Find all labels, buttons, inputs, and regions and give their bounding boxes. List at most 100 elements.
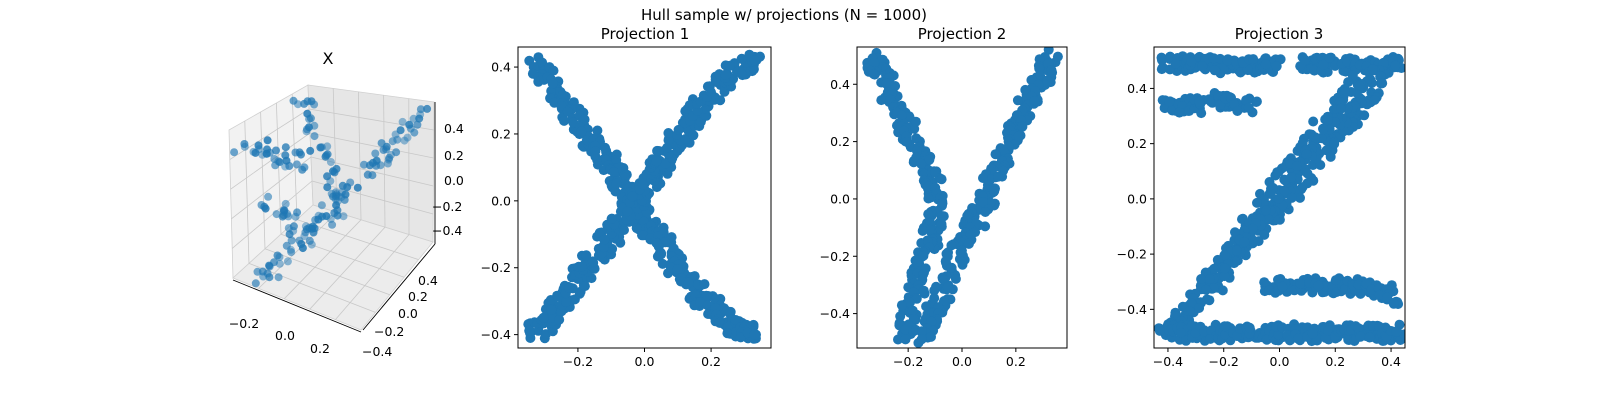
- scatter-point: [308, 222, 317, 231]
- scatter-point: [251, 148, 260, 157]
- y-tick-label: 0.0: [830, 191, 850, 206]
- z-tick-label: 0.0: [444, 173, 464, 188]
- scatter-point: [340, 195, 349, 204]
- scatter-point: [901, 136, 912, 147]
- scatter-point: [1301, 149, 1312, 159]
- grid-line: [230, 132, 311, 190]
- scatter-point: [1186, 320, 1197, 331]
- scatter-point: [259, 272, 268, 281]
- scatter-point: [538, 312, 549, 323]
- scatter-point: [1232, 106, 1243, 116]
- scatter-point: [1194, 96, 1205, 107]
- scatter-point: [1201, 284, 1212, 295]
- scatter-point: [748, 64, 759, 75]
- scatter-point: [396, 126, 405, 135]
- scatter-point: [1219, 263, 1230, 274]
- scatter-point: [918, 250, 929, 261]
- scatter-point: [1174, 107, 1185, 118]
- x-tick-label: 0.0: [635, 354, 655, 369]
- scatter-point: [365, 161, 374, 170]
- scatter-point: [254, 141, 263, 150]
- panel-1-x: Projection 1 −0.2 0.0 0.2 0.4 0.2 0.0 −0.2 −0.4: [481, 25, 772, 369]
- scatter-point: [1279, 186, 1290, 197]
- scatter-point: [1209, 263, 1220, 274]
- scatter-point: [730, 315, 741, 325]
- scatter-point: [1157, 55, 1167, 66]
- scatter-point: [942, 281, 953, 292]
- scatter-point: [978, 173, 988, 183]
- scatter-point: [1165, 51, 1176, 62]
- scatter-point: [923, 209, 934, 220]
- scatter-point: [1273, 329, 1284, 340]
- scatter-point: [590, 151, 601, 162]
- y-tick-label: −0.2: [481, 260, 511, 275]
- scatter-point: [272, 210, 281, 219]
- scatter-point: [1217, 285, 1228, 296]
- y-tick-label: 0.4: [830, 77, 850, 92]
- scatter-point: [279, 206, 288, 215]
- scatter-point: [1204, 274, 1215, 284]
- scatter-point: [1353, 323, 1364, 334]
- scatter-point: [327, 189, 336, 198]
- scatter-point: [403, 133, 412, 142]
- scatter-point: [338, 181, 347, 190]
- scatter-point: [896, 110, 907, 121]
- scatter-point: [978, 197, 988, 208]
- scatter-point: [1186, 298, 1197, 309]
- panel-3d-title: X: [323, 49, 334, 68]
- scatter-point: [660, 158, 671, 169]
- scatter-point: [957, 259, 968, 270]
- scatter-point: [1176, 327, 1187, 338]
- scatter-point: [924, 154, 935, 165]
- scatter-point: [301, 228, 310, 237]
- scatter-point: [377, 139, 386, 148]
- panel-title: Projection 1: [601, 25, 689, 43]
- scatter-point: [1260, 59, 1271, 70]
- scatter-point: [291, 148, 300, 157]
- scatter-point: [701, 290, 712, 301]
- x-tick-label: −0.2: [1209, 354, 1239, 369]
- scatter-point: [896, 300, 907, 311]
- scatter-point: [309, 228, 318, 237]
- scatter-point: [1390, 60, 1401, 71]
- scatter-point: [663, 128, 674, 138]
- scatter-point: [525, 325, 535, 336]
- scatter-point: [893, 334, 903, 345]
- x-tick-label: −0.4: [1153, 354, 1183, 369]
- y-tick-label: −0.2: [820, 249, 850, 264]
- scatter-point: [627, 191, 638, 202]
- scatter-point: [353, 183, 362, 192]
- scatter-point: [1307, 328, 1318, 339]
- scatter-point: [281, 143, 290, 152]
- scatter-point: [587, 256, 598, 267]
- x-tick-label: 0.2: [1325, 354, 1345, 369]
- x-tick-label: 0.2: [310, 341, 330, 356]
- z-axis-3d: 0.4 0.2 0.0 −0.2 −0.4: [432, 102, 464, 244]
- scatter-point: [1012, 95, 1023, 106]
- scatter-point: [264, 192, 273, 201]
- scatter-point: [921, 301, 932, 312]
- scatter-point: [409, 114, 418, 123]
- x-tick-label: 0.4: [1381, 354, 1401, 369]
- scatter-point: [1364, 332, 1375, 343]
- scatter-point: [619, 225, 629, 235]
- scatter-point: [1330, 275, 1341, 286]
- panel-title: Projection 3: [1235, 25, 1323, 43]
- scatter-point: [956, 245, 967, 256]
- grid-line: [309, 226, 386, 310]
- scatter-point: [1354, 80, 1365, 91]
- x-tick-label: 0.2: [1006, 354, 1026, 369]
- scatter-point: [720, 69, 731, 80]
- scatter-point: [1271, 61, 1282, 72]
- y-tick-label: 0.0: [491, 193, 511, 208]
- scatter-point: [1230, 227, 1240, 238]
- scatter-point: [564, 282, 575, 293]
- scatter-point: [936, 219, 947, 229]
- scatter-point: [1367, 64, 1378, 75]
- scatter-point: [917, 326, 927, 337]
- x-tick-label: 0.0: [275, 328, 295, 343]
- y-tick-label: 0.4: [418, 273, 438, 288]
- scatter-point: [1295, 278, 1306, 289]
- scatter-point: [736, 53, 747, 64]
- scatter-point: [298, 165, 307, 174]
